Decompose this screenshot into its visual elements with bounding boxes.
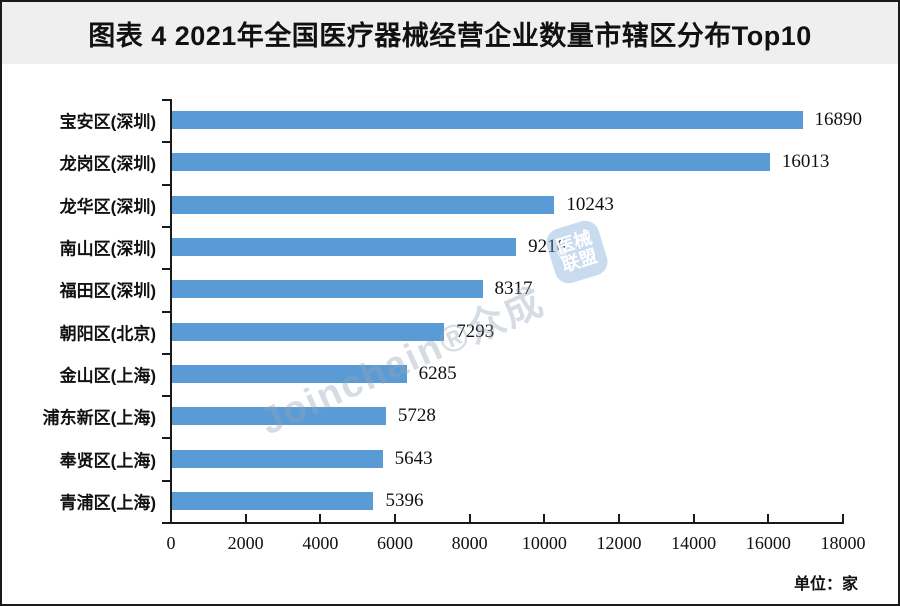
- bar: [172, 322, 445, 341]
- y-axis-tick: [162, 225, 170, 228]
- category-label: 龙华区(深圳): [59, 197, 156, 217]
- y-axis-tick: [162, 183, 170, 186]
- x-axis-tick: [319, 514, 322, 522]
- x-tick-label: 16000: [745, 533, 791, 553]
- bar: [172, 238, 517, 257]
- category-label: 龙岗区(深圳): [59, 154, 156, 174]
- x-tick-label: 0: [166, 533, 176, 553]
- x-tick-label: 10000: [521, 533, 567, 553]
- category-label: 奉贤区(上海): [59, 451, 156, 471]
- value-label: 8317: [494, 278, 533, 300]
- category-label: 青浦区(上海): [59, 493, 156, 513]
- y-axis-tick: [162, 352, 170, 355]
- chart-title: 图表 4 2021年全国医疗器械经营企业数量市辖区分布Top10: [2, 2, 898, 64]
- x-tick-label: 4000: [302, 533, 339, 553]
- value-label: 5643: [394, 447, 433, 469]
- x-axis-tick: [468, 514, 471, 522]
- bar: [172, 153, 770, 172]
- y-axis-tick: [162, 141, 170, 144]
- value-label: 6285: [418, 362, 457, 384]
- y-axis-tick: [162, 479, 170, 482]
- category-label: 南山区(深圳): [59, 239, 156, 259]
- bar: [172, 491, 374, 510]
- bar: [172, 280, 483, 299]
- category-label: 福田区(深圳): [59, 281, 156, 301]
- x-axis-tick: [244, 514, 247, 522]
- unit-label: 单位：家: [793, 576, 858, 593]
- x-axis-tick: [692, 514, 695, 522]
- y-axis-tick: [162, 437, 170, 440]
- bar: [172, 407, 386, 426]
- bar: [172, 364, 407, 383]
- value-label: 5728: [397, 405, 436, 427]
- x-axis-line: [170, 522, 844, 524]
- value-label: 9216: [528, 236, 567, 258]
- x-tick-label: 6000: [377, 533, 413, 553]
- bar: [172, 111, 803, 130]
- bar: [172, 195, 555, 214]
- x-axis-tick: [543, 514, 546, 522]
- x-tick-label: 12000: [596, 533, 642, 553]
- x-tick-label: 8000: [451, 533, 488, 553]
- category-label: 宝安区(深圳): [59, 112, 156, 132]
- x-axis-tick: [170, 514, 172, 522]
- x-axis-tick: [618, 514, 620, 522]
- category-label: 金山区(上海): [59, 366, 156, 386]
- y-axis-tick: [162, 522, 170, 524]
- y-axis-line: [170, 99, 172, 524]
- category-label: 朝阳区(北京): [59, 324, 156, 344]
- y-axis-tick: [162, 395, 170, 398]
- x-tick-label: 14000: [671, 533, 717, 553]
- value-label: 16013: [781, 151, 830, 173]
- x-axis-tick: [842, 514, 844, 522]
- category-label: 浦东新区(上海): [42, 408, 156, 428]
- value-label: 7293: [456, 320, 495, 342]
- y-axis-tick: [162, 99, 170, 101]
- x-axis-tick: [394, 514, 396, 522]
- value-label: 10243: [566, 193, 614, 215]
- bar: [172, 449, 383, 468]
- x-tick-label: 18000: [820, 533, 866, 553]
- y-axis-tick: [162, 268, 170, 271]
- value-label: 16890: [814, 109, 863, 131]
- x-axis-tick: [767, 514, 770, 522]
- y-axis-tick: [162, 310, 170, 313]
- value-label: 5396: [385, 489, 424, 511]
- x-tick-label: 2000: [227, 533, 264, 553]
